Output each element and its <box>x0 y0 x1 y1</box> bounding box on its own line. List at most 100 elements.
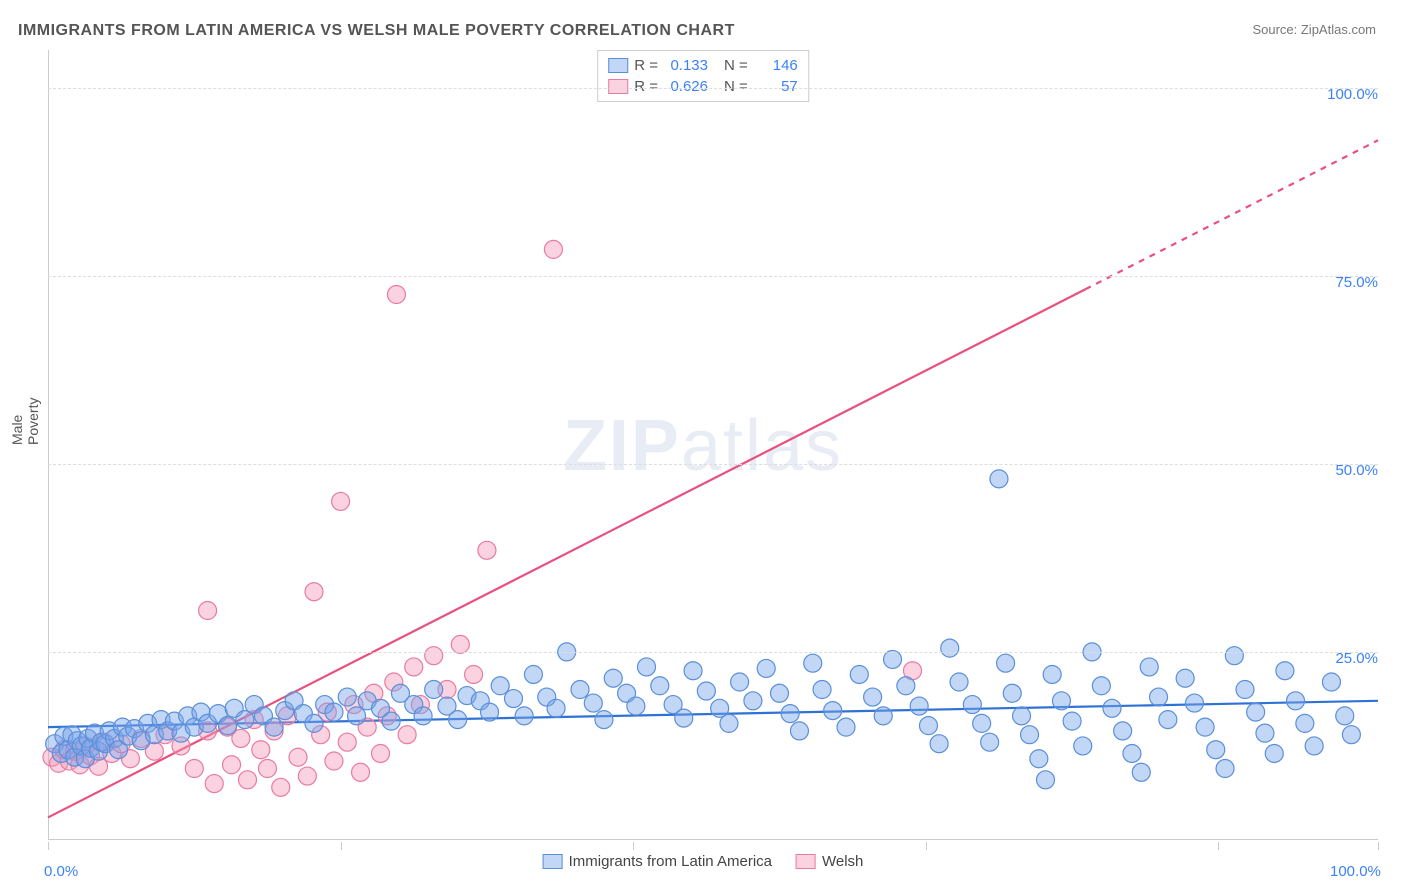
data-point <box>1296 714 1314 732</box>
data-point <box>981 733 999 751</box>
data-point <box>298 767 316 785</box>
x-tick <box>1378 842 1379 850</box>
data-point <box>405 658 423 676</box>
data-point <box>515 707 533 725</box>
data-point <box>1140 658 1158 676</box>
data-point <box>1150 688 1168 706</box>
data-point <box>425 681 443 699</box>
data-point <box>1196 718 1214 736</box>
chart-svg <box>48 50 1378 840</box>
x-tick <box>1218 842 1219 850</box>
data-point <box>804 654 822 672</box>
data-point <box>744 692 762 710</box>
legend-row-series2: R = 0.626 N = 57 <box>608 76 798 97</box>
data-point <box>1236 681 1254 699</box>
data-point <box>973 714 991 732</box>
data-point <box>289 748 307 766</box>
data-point <box>258 760 276 778</box>
y-tick-label: 50.0% <box>1335 462 1378 479</box>
data-point <box>1207 741 1225 759</box>
data-point <box>584 694 602 712</box>
legend-series: Immigrants from Latin America Welsh <box>543 853 864 870</box>
data-point <box>1052 692 1070 710</box>
data-point <box>544 240 562 258</box>
x-tick <box>633 842 634 850</box>
legend-n-value-1: 146 <box>754 57 798 74</box>
gridline-h <box>48 464 1378 465</box>
legend-row-series1: R = 0.133 N = 146 <box>608 55 798 76</box>
data-point <box>425 647 443 665</box>
data-point <box>305 583 323 601</box>
data-point <box>338 688 356 706</box>
data-point <box>684 662 702 680</box>
x-tick <box>48 842 49 850</box>
data-point <box>265 718 283 736</box>
data-point <box>1159 711 1177 729</box>
data-point <box>1074 737 1092 755</box>
data-point <box>1256 724 1274 742</box>
legend-r-label-1: R = <box>634 57 658 74</box>
data-point <box>505 690 523 708</box>
legend-item-series2: Welsh <box>796 853 863 870</box>
data-point <box>325 752 343 770</box>
x-tick <box>341 842 342 850</box>
data-point <box>941 639 959 657</box>
data-point <box>1225 647 1243 665</box>
data-point <box>651 677 669 695</box>
data-point <box>897 677 915 695</box>
legend-r-value-2: 0.626 <box>664 78 708 95</box>
data-point <box>790 722 808 740</box>
data-point <box>1287 692 1305 710</box>
data-point <box>414 707 432 725</box>
data-point <box>595 711 613 729</box>
data-point <box>219 717 237 735</box>
data-point <box>478 541 496 559</box>
data-point <box>731 673 749 691</box>
chart-title: IMMIGRANTS FROM LATIN AMERICA VS WELSH M… <box>18 22 735 40</box>
swatch-series1 <box>608 58 628 73</box>
data-point <box>1114 722 1132 740</box>
data-point <box>223 756 241 774</box>
data-point <box>1342 726 1360 744</box>
data-point <box>930 735 948 753</box>
data-point <box>372 744 390 762</box>
data-point <box>451 635 469 653</box>
data-point <box>325 703 343 721</box>
data-point <box>1132 763 1150 781</box>
data-point <box>352 763 370 781</box>
data-point <box>813 681 831 699</box>
source-label: Source: ZipAtlas.com <box>1252 22 1376 37</box>
data-point <box>884 650 902 668</box>
data-point <box>837 718 855 736</box>
swatch-bottom-2 <box>796 854 816 869</box>
data-point <box>1103 699 1121 717</box>
x-tick-label-right: 100.0% <box>1330 863 1381 880</box>
trend-line-dashed <box>1085 140 1378 289</box>
data-point <box>919 717 937 735</box>
data-point <box>398 726 416 744</box>
data-point <box>950 673 968 691</box>
data-point <box>239 771 257 789</box>
data-point <box>1043 665 1061 683</box>
data-point <box>465 665 483 683</box>
data-point <box>1092 677 1110 695</box>
data-point <box>252 741 270 759</box>
data-point <box>1037 771 1055 789</box>
data-point <box>627 697 645 715</box>
data-point <box>675 709 693 727</box>
data-point <box>305 714 323 732</box>
data-point <box>638 658 656 676</box>
data-point <box>185 760 203 778</box>
gridline-h <box>48 276 1378 277</box>
data-point <box>824 702 842 720</box>
data-point <box>771 684 789 702</box>
data-point <box>997 654 1015 672</box>
swatch-bottom-1 <box>543 854 563 869</box>
legend-label-series1: Immigrants from Latin America <box>569 853 772 870</box>
data-point <box>990 470 1008 488</box>
legend-item-series1: Immigrants from Latin America <box>543 853 772 870</box>
data-point <box>382 712 400 730</box>
data-point <box>1021 726 1039 744</box>
data-point <box>697 682 715 700</box>
y-axis-label: Male Poverty <box>9 395 41 445</box>
